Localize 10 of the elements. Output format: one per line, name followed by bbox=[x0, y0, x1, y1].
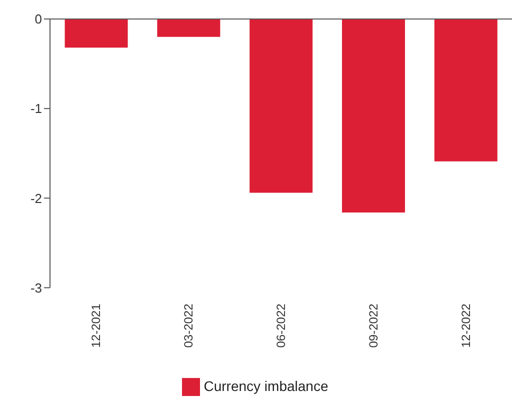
y-tick-label: -2 bbox=[30, 190, 42, 206]
y-tick-label: -1 bbox=[30, 101, 42, 116]
x-tick-label: 12-2021 bbox=[89, 303, 104, 348]
y-tick-label: -3 bbox=[30, 280, 42, 296]
legend-label: Currency imbalance bbox=[204, 378, 328, 394]
x-tick-label: 12-2022 bbox=[458, 303, 473, 348]
x-tick-label: 03-2022 bbox=[182, 303, 196, 348]
x-tick-label: 09-2022 bbox=[366, 303, 380, 348]
x-tick-label: 06-2022 bbox=[274, 303, 288, 348]
y-tick-label: 0 bbox=[34, 12, 42, 27]
